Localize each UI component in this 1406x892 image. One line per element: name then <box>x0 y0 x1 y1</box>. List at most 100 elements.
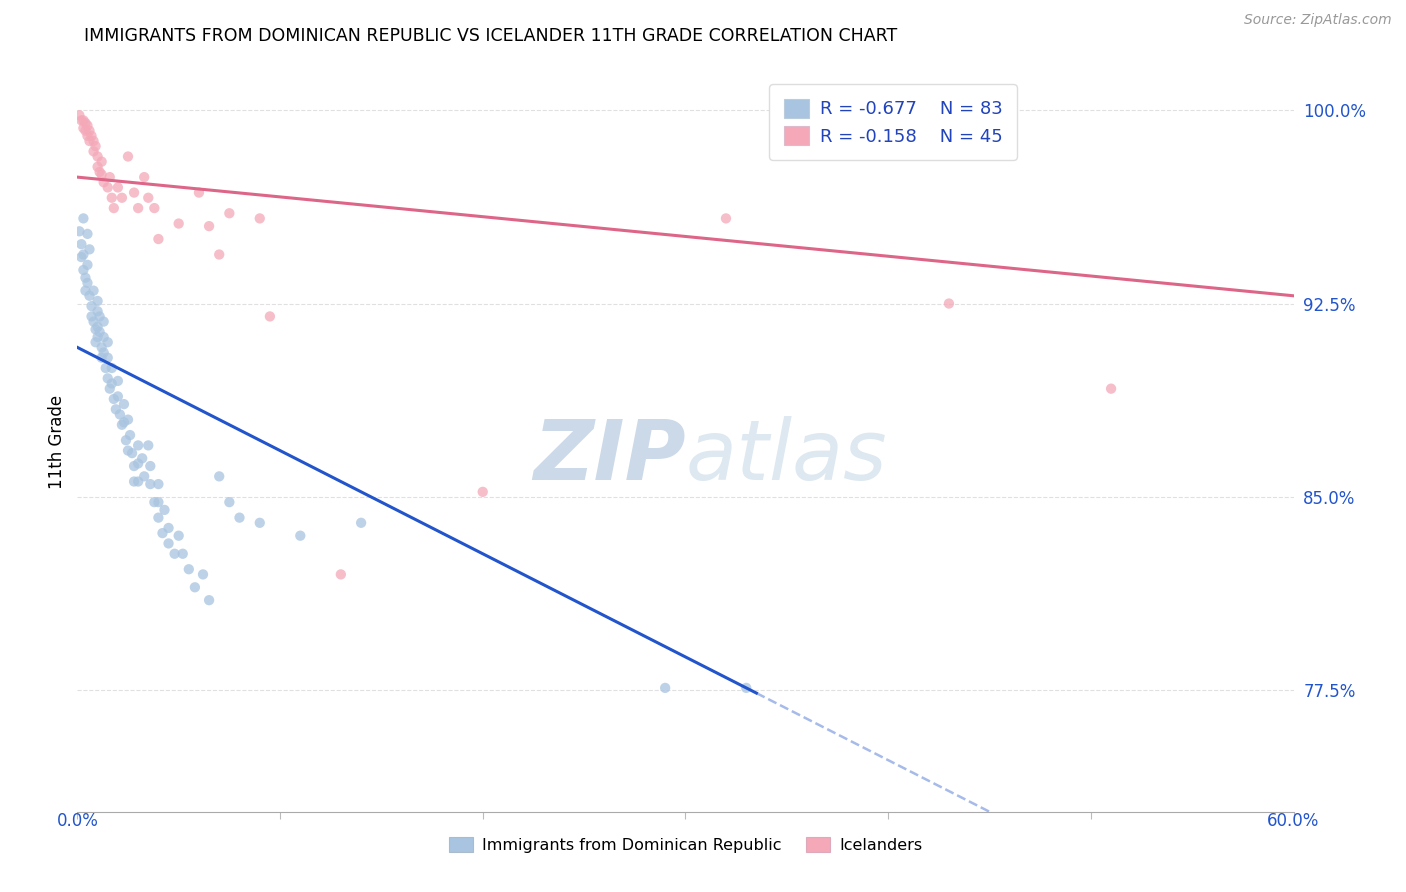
Point <box>148 477 170 491</box>
Point <box>76 227 98 241</box>
Point <box>117 443 139 458</box>
Point <box>83 145 105 159</box>
Point <box>75 116 97 130</box>
Point <box>101 361 124 376</box>
Point <box>249 516 271 530</box>
Legend: Immigrants from Dominican Republic, Icelanders: Immigrants from Dominican Republic, Icel… <box>443 830 928 859</box>
Text: atlas: atlas <box>686 416 887 497</box>
Point <box>72 247 94 261</box>
Point <box>167 217 190 231</box>
Point <box>1099 382 1122 396</box>
Point <box>259 310 281 324</box>
Point <box>136 438 159 452</box>
Point <box>90 154 112 169</box>
Point <box>121 446 143 460</box>
Point <box>938 296 960 310</box>
Point <box>76 119 98 133</box>
Point <box>89 325 111 339</box>
Point <box>93 175 115 189</box>
Point <box>163 547 186 561</box>
Point <box>104 402 127 417</box>
Point <box>75 284 97 298</box>
Point <box>654 681 676 695</box>
Point <box>208 469 231 483</box>
Point <box>118 428 141 442</box>
Point <box>93 330 115 344</box>
Point <box>70 250 93 264</box>
Point <box>127 438 149 452</box>
Point <box>148 510 170 524</box>
Point <box>79 134 101 148</box>
Point <box>79 243 101 257</box>
Point <box>127 475 149 489</box>
Point <box>122 475 145 489</box>
Point <box>143 201 166 215</box>
Point <box>471 484 494 499</box>
Point <box>148 232 170 246</box>
Point <box>83 284 105 298</box>
Point <box>184 580 207 594</box>
Point <box>167 529 190 543</box>
Point <box>90 340 112 354</box>
Point <box>79 124 101 138</box>
Point <box>86 149 108 163</box>
Point <box>127 457 149 471</box>
Point <box>249 211 271 226</box>
Point <box>139 458 162 473</box>
Point <box>157 521 180 535</box>
Point <box>97 351 120 365</box>
Text: IMMIGRANTS FROM DOMINICAN REPUBLIC VS ICELANDER 11TH GRADE CORRELATION CHART: IMMIGRANTS FROM DOMINICAN REPUBLIC VS IC… <box>84 27 897 45</box>
Point <box>218 495 240 509</box>
Point <box>152 526 174 541</box>
Point <box>117 412 139 426</box>
Point <box>89 310 111 324</box>
Point <box>191 567 214 582</box>
Point <box>93 345 115 359</box>
Point <box>117 149 139 163</box>
Point <box>76 128 98 143</box>
Point <box>84 322 107 336</box>
Point <box>80 310 103 324</box>
Point <box>290 529 312 543</box>
Point <box>98 382 121 396</box>
Point <box>148 495 170 509</box>
Point <box>112 415 135 429</box>
Point <box>153 503 176 517</box>
Point <box>172 547 194 561</box>
Point <box>72 121 94 136</box>
Text: 60.0%: 60.0% <box>1267 812 1320 830</box>
Point <box>75 124 97 138</box>
Point <box>67 108 90 122</box>
Point <box>86 304 108 318</box>
Point <box>218 206 240 220</box>
Point <box>72 211 94 226</box>
Point <box>111 191 134 205</box>
Point <box>98 170 121 185</box>
Point <box>67 224 90 238</box>
Text: 0.0%: 0.0% <box>56 812 98 830</box>
Point <box>84 139 107 153</box>
Point <box>70 237 93 252</box>
Point <box>101 191 124 205</box>
Point <box>122 458 145 473</box>
Point <box>97 335 120 350</box>
Point <box>90 168 112 182</box>
Point <box>86 293 108 308</box>
Point <box>83 315 105 329</box>
Point <box>80 128 103 143</box>
Point <box>90 351 112 365</box>
Point <box>228 510 250 524</box>
Point <box>83 134 105 148</box>
Point <box>350 516 373 530</box>
Point <box>115 434 138 448</box>
Point <box>107 180 129 194</box>
Point <box>108 408 131 422</box>
Point <box>131 451 153 466</box>
Point <box>76 276 98 290</box>
Point <box>103 392 125 406</box>
Point <box>198 219 221 234</box>
Point <box>86 330 108 344</box>
Point <box>127 201 149 215</box>
Point <box>198 593 221 607</box>
Point <box>70 113 93 128</box>
